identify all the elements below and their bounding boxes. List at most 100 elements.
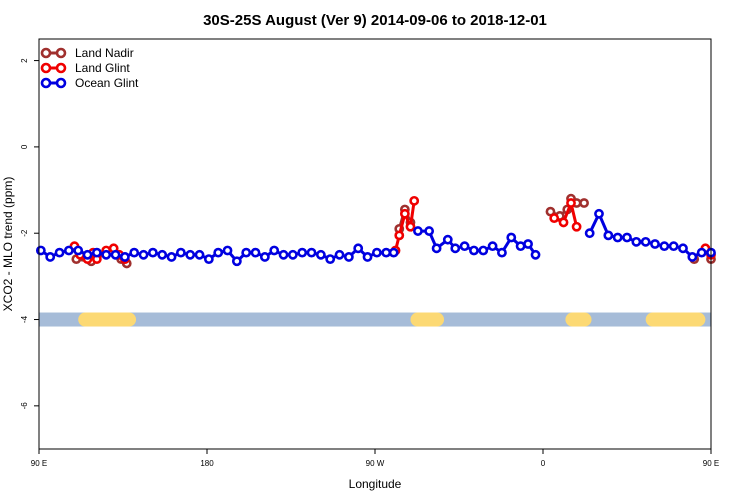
- y-tick-label-2: -2: [20, 229, 29, 237]
- x-tick-label-1: 180: [200, 459, 214, 468]
- series-2-point-5: [82, 249, 93, 260]
- series-1-point-16: [566, 198, 576, 208]
- legend-swatch-marker-end-1: [55, 62, 67, 74]
- series-2-point-49: [506, 232, 517, 243]
- series-2-point-62: [668, 241, 679, 252]
- series-2-point-57: [622, 232, 632, 243]
- x-axis: 90 E 180 90 W 0 90 E: [31, 449, 719, 468]
- y-axis: 2 0 -2 -4 -6: [20, 58, 39, 410]
- series-2-point-36: [371, 247, 382, 258]
- series-2-point-12: [147, 247, 158, 258]
- series-1-point-15: [558, 217, 569, 228]
- series-2-point-23: [250, 247, 261, 258]
- x-tick-label-4: 90 E: [703, 459, 719, 468]
- series-2-point-0: [35, 245, 46, 256]
- legend-swatch-marker-0: [40, 47, 52, 59]
- series-2-point-31: [325, 254, 336, 265]
- series-2-point-45: [469, 245, 479, 256]
- series-2-point-30: [315, 249, 326, 260]
- series-2-point-3: [63, 245, 74, 256]
- y-tick-label-0: 2: [20, 58, 29, 63]
- series-2-point-19: [213, 247, 224, 258]
- series-2-point-11: [138, 249, 149, 260]
- series-1-point-11: [399, 208, 410, 219]
- series-2-point-44: [459, 241, 470, 252]
- land-segment-1: [410, 312, 445, 327]
- series-2-point-7: [101, 249, 112, 260]
- series-2-point-18: [203, 254, 214, 265]
- series-2-point-25: [269, 245, 280, 256]
- legend-swatch-marker-1: [40, 62, 52, 74]
- x-axis-label: Longitude: [349, 477, 402, 491]
- series-2-point-47: [487, 241, 498, 252]
- series-1-point-13: [409, 195, 420, 206]
- series-2-point-13: [157, 249, 168, 260]
- legend-swatch-marker-2: [40, 77, 52, 89]
- series-2-point-54: [594, 208, 604, 219]
- series-1-point-14: [549, 213, 560, 224]
- y-tick-label-4: -6: [20, 402, 29, 410]
- series-2-point-61: [659, 241, 670, 252]
- series-2-point-24: [259, 252, 270, 262]
- land-ocean-band: [39, 312, 711, 327]
- series-2-point-15: [175, 247, 186, 258]
- series-2-point-34: [353, 243, 364, 254]
- series-2-point-4: [73, 245, 84, 256]
- series-2-point-27: [287, 249, 298, 260]
- series-1-point-10: [394, 230, 405, 241]
- legend-swatch-marker-end-2: [55, 77, 67, 89]
- series-2-point-9: [119, 252, 130, 262]
- series-2-point-63: [678, 243, 688, 254]
- legend-item-0: Land Nadir: [40, 46, 134, 60]
- legend-item-1: Land Glint: [40, 61, 130, 75]
- series-2-point-42: [442, 234, 453, 245]
- series-0-point-13: [579, 198, 589, 208]
- series-2-point-40: [424, 226, 435, 236]
- series-2-point-28: [297, 247, 308, 258]
- series-2-point-1: [45, 252, 56, 262]
- y-tick-label-1: 0: [20, 144, 29, 149]
- series-2-point-64: [687, 252, 698, 262]
- land-segment-3: [645, 312, 706, 327]
- series-2-point-56: [612, 232, 623, 243]
- series-2-point-21: [231, 256, 242, 267]
- legend-item-2: Ocean Glint: [40, 76, 139, 90]
- series-1-point-12: [405, 221, 416, 232]
- y-tick-label-3: -4: [20, 315, 29, 323]
- legend-swatch-marker-end-0: [55, 47, 67, 59]
- legend-label-1: Land Glint: [75, 61, 130, 75]
- series-2-point-53: [584, 228, 595, 239]
- series-2-point-58: [631, 236, 642, 247]
- legend-label-0: Land Nadir: [75, 46, 134, 60]
- x-tick-label-2: 90 W: [366, 459, 385, 468]
- series-2-point-52: [530, 249, 541, 260]
- chart-title: 30S-25S August (Ver 9) 2014-09-06 to 201…: [203, 12, 547, 29]
- series-2-point-20: [222, 245, 233, 256]
- series-2-point-8: [110, 249, 121, 260]
- series-2-point-6: [91, 247, 102, 258]
- plot-frame: [38, 38, 712, 450]
- series-2-point-2: [54, 247, 65, 258]
- series-2-point-16: [185, 249, 196, 260]
- series-2-point-46: [478, 245, 489, 256]
- series-2-point-26: [278, 249, 289, 260]
- series-layer: [35, 193, 716, 269]
- series-2-point-14: [166, 252, 177, 262]
- series-2-point-41: [431, 243, 442, 254]
- series-2-point-51: [523, 239, 533, 249]
- legend-label-2: Ocean Glint: [75, 76, 139, 90]
- series-2-point-60: [650, 239, 660, 249]
- series-2-point-10: [129, 247, 140, 258]
- land-segment-0: [78, 312, 137, 327]
- series-2-point-59: [640, 236, 651, 247]
- series-2-point-55: [603, 230, 614, 241]
- series-2-point-43: [450, 243, 461, 254]
- x-tick-label-3: 0: [541, 459, 546, 468]
- series-2-point-48: [497, 247, 507, 258]
- land-segment-2: [565, 312, 592, 327]
- series-2-point-35: [362, 252, 373, 262]
- ocean-band: [39, 312, 711, 327]
- series-2-point-39: [413, 226, 423, 236]
